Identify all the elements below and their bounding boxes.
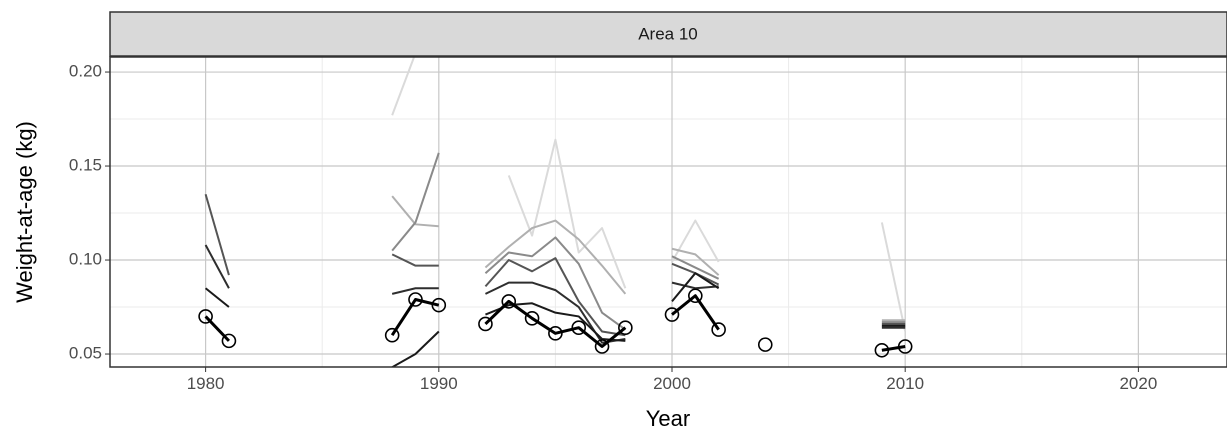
series-line: [204, 244, 906, 344]
x-tick-label: 2010: [886, 374, 924, 393]
point: [664, 307, 680, 322]
point: [711, 322, 726, 337]
series-line: [204, 193, 906, 337]
series-line: [204, 294, 906, 352]
grid: [110, 57, 1227, 367]
point: [874, 342, 890, 358]
point: [198, 309, 213, 324]
y-axis-title: Weight-at-age (kg): [12, 121, 37, 303]
y-tick-label: 0.20: [69, 62, 102, 81]
series-line: [391, 57, 907, 332]
y-tick-label: 0.10: [69, 250, 102, 269]
series-line: [391, 195, 906, 322]
point: [548, 326, 563, 341]
x-axis-title: Year: [646, 406, 690, 431]
point: [594, 339, 610, 354]
point: [478, 316, 493, 332]
point: [571, 320, 587, 336]
plot-area: [198, 57, 913, 367]
x-tick-label: 1990: [420, 374, 458, 393]
panel-border: [109, 56, 1227, 368]
point: [384, 327, 400, 343]
axes: 1980 1990 2000 2010 2020 0.05 0.10 0.15 0.20: [69, 62, 1157, 393]
point: [524, 311, 540, 326]
point: [408, 292, 423, 307]
point: [688, 288, 703, 304]
point: [757, 337, 773, 352]
point: [431, 297, 447, 313]
point: [897, 339, 913, 354]
series-line: [391, 152, 906, 331]
y-tick-label: 0.15: [69, 156, 102, 175]
x-tick-label: 1980: [187, 374, 225, 393]
point: [618, 320, 633, 336]
y-tick-label: 0.05: [69, 344, 102, 363]
strip: [109, 11, 1227, 57]
series-line: [204, 272, 906, 367]
x-tick-label: 2000: [653, 374, 691, 393]
x-tick-label: 2020: [1119, 374, 1157, 393]
point: [501, 294, 517, 309]
strip-label: Area 10: [638, 24, 698, 43]
point: [221, 333, 237, 349]
